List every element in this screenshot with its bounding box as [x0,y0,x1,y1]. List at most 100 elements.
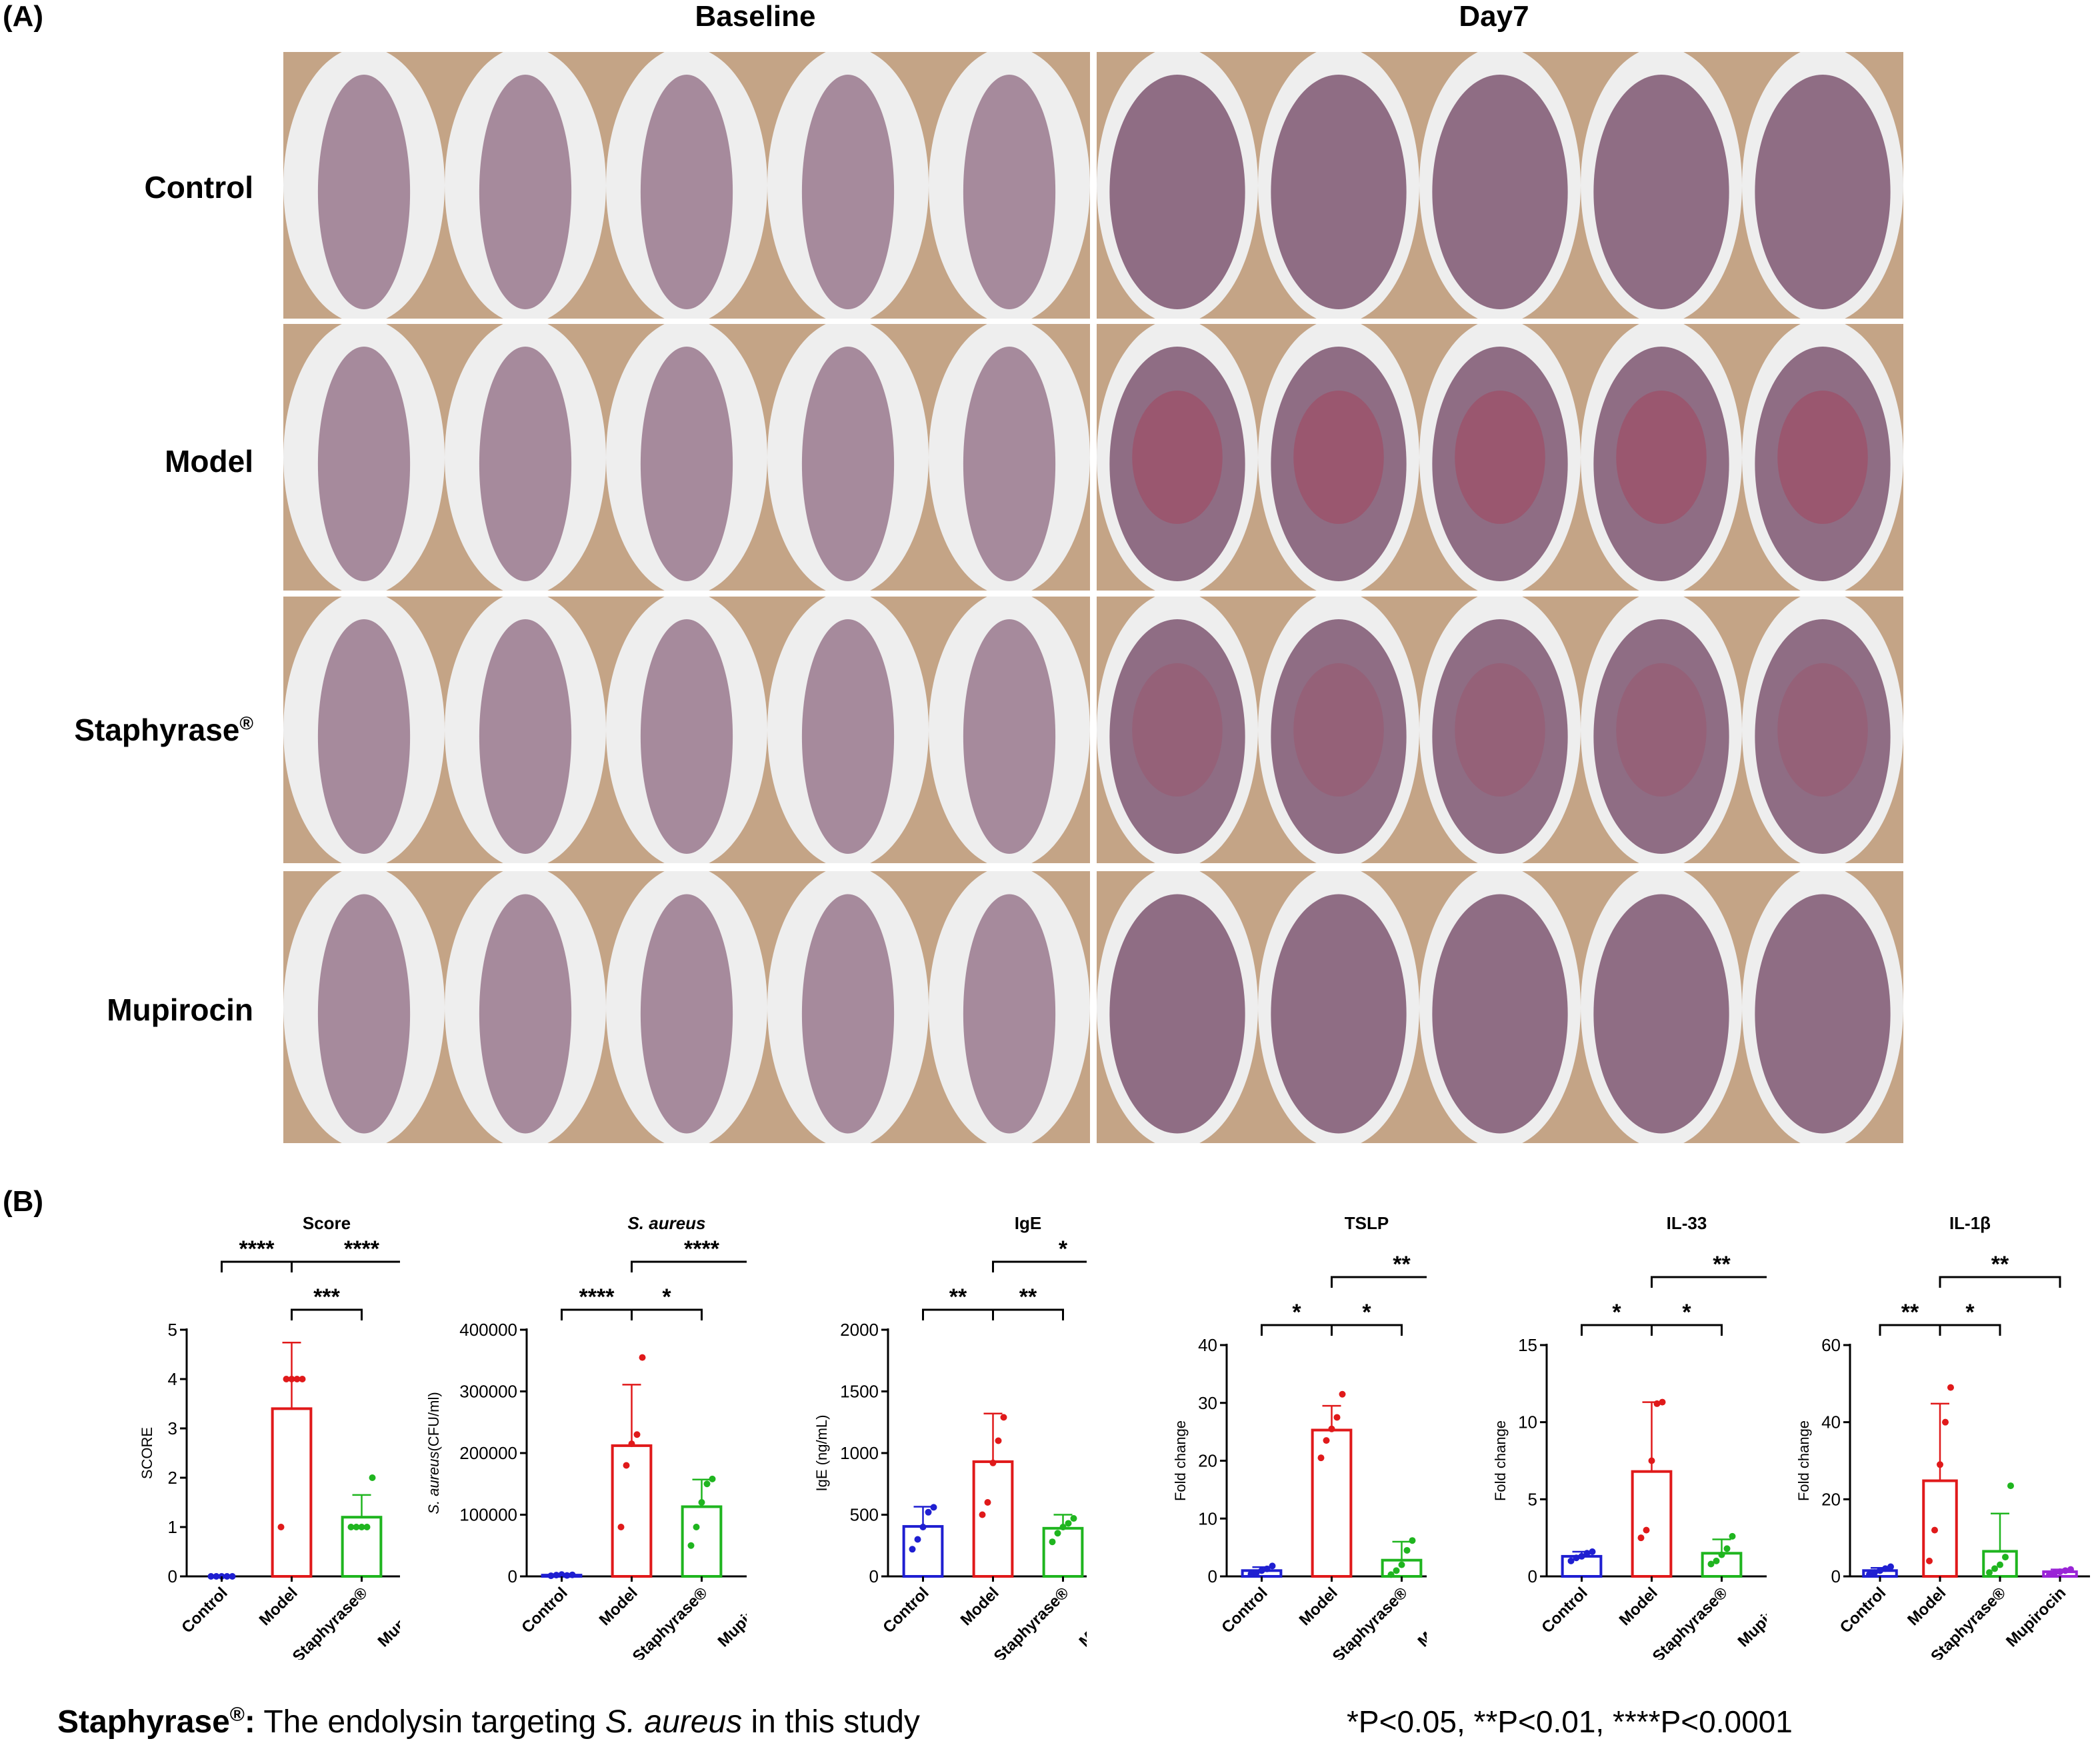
significance-label: ** [1901,1300,1919,1325]
significance-bracket: * [1261,1300,1333,1336]
significance-bracket: ** [922,1284,994,1320]
significance-bracket: **** [631,1236,773,1272]
significance-label: ** [1991,1252,2009,1277]
data-point [223,1573,231,1580]
data-point [1937,1461,1943,1468]
data-point [1991,1565,1998,1572]
significance-bracket: **** [291,1236,433,1272]
y-tick-label: 100000 [459,1505,517,1525]
x-tick-label: Control [1837,1584,1889,1636]
column-title-baseline: Baseline [695,0,816,33]
data-point [1258,1567,1265,1574]
mouse-dorsum [1097,52,1258,319]
data-point [1000,1414,1007,1421]
x-tick-label: Model [1616,1584,1661,1629]
data-point [1637,1534,1645,1542]
data-point [1573,1554,1580,1562]
data-point [617,1524,625,1530]
data-point [1049,1538,1056,1546]
data-point [1926,1557,1933,1564]
y-tick-label: 1000 [840,1443,879,1463]
data-point [1387,1571,1395,1578]
x-tick-label: Model [1904,1584,1949,1629]
significance-bracket: * [1651,1300,1723,1336]
data-point [569,1571,576,1578]
significance-bracket: ** [1939,1252,2061,1288]
data-point [1323,1437,1330,1444]
data-point [1070,1515,1077,1522]
significance-label: ** [1019,1284,1037,1310]
significance-bracket: * [631,1284,703,1320]
chart-tslp: TSLP 0 10 20 30 40 Fold change Control Model Stap… [1053,1180,1507,1666]
significance-bracket: *** [291,1284,363,1320]
mouse-dorsum [1097,324,1258,591]
x-tick-label: Model [596,1584,641,1629]
mouse-dorsum [929,324,1090,591]
data-point [2051,1569,2058,1576]
y-tick-label: 2000 [840,1320,879,1340]
mouse-dorsum [1258,324,1419,591]
chart-title: IgE [1015,1213,1041,1233]
bar [902,1525,944,1578]
significance-label: * [1965,1300,1975,1325]
significance-label: **** [684,1236,720,1262]
y-tick-label: 20 [1821,1489,1841,1509]
data-point [1882,1565,1889,1572]
photo-control-baseline [283,52,1090,319]
data-point [639,1354,646,1361]
data-point [353,1524,360,1530]
data-point [1409,1537,1416,1544]
mouse-dorsum [929,597,1090,863]
data-point [1403,1546,1411,1554]
data-point [984,1499,991,1506]
significance-label: * [1362,1300,1371,1325]
chart-ige: IgE 0 500 1000 1500 2000 IgE (ng/mL) Control Mod… [713,1180,1168,1666]
data-point [693,1524,700,1530]
y-tick-label: 200000 [459,1443,517,1463]
data-point [1583,1550,1591,1557]
mouse-dorsum [767,871,929,1143]
data-point [2062,1567,2069,1574]
data-point [283,1376,290,1382]
y-tick-label: 300000 [459,1382,517,1402]
photo-model-baseline [283,324,1090,591]
photo-control-day7 [1097,52,1903,319]
data-point [1718,1551,1725,1558]
mouse-dorsum [283,52,445,319]
significance-label: * [1612,1300,1621,1325]
x-tick-label: Mupirocin [2003,1584,2069,1650]
mouse-dorsum [606,597,767,863]
data-point [1247,1570,1255,1578]
data-point [1333,1414,1341,1421]
x-tick-label: Control [1538,1584,1591,1636]
data-point [914,1536,921,1543]
data-point [1589,1548,1596,1555]
chart-score: Score 0 1 2 3 4 5 SCORE Control Model Staphyrase® M… [27,1180,467,1666]
data-point [1729,1532,1736,1540]
chart-il-1b: IL-1β 0 20 40 60 Fold change Control Model Staph… [1733,1180,2100,1666]
chart-title: IL-1β [1949,1213,1991,1233]
y-axis-label: S. aureus(CFU/ml) [425,1392,442,1514]
data-point [1866,1571,1873,1578]
mouse-dorsum [1419,597,1581,863]
mouse-dorsum [1419,871,1581,1143]
data-point [698,1499,705,1506]
y-tick-label: 10 [1518,1412,1537,1432]
photo-mupirocin-day7 [1097,871,1903,1143]
data-point [363,1524,371,1530]
y-tick-label: 500 [850,1505,879,1525]
y-tick-label: 30 [1198,1393,1217,1413]
data-point [2002,1554,2009,1561]
data-point [2067,1566,2074,1573]
mouse-dorsum [929,52,1090,319]
data-point [288,1376,295,1382]
bar [271,1407,313,1578]
y-tick-label: 2 [168,1468,177,1488]
data-point [1269,1562,1276,1570]
data-point [1942,1418,1949,1426]
data-point [2007,1482,2014,1490]
significance-legend: *P<0.05, **P<0.01, ****P<0.0001 [1347,1704,1793,1739]
chart-title: S. aureus [627,1213,705,1233]
mouse-dorsum [445,597,606,863]
data-point [358,1524,365,1530]
